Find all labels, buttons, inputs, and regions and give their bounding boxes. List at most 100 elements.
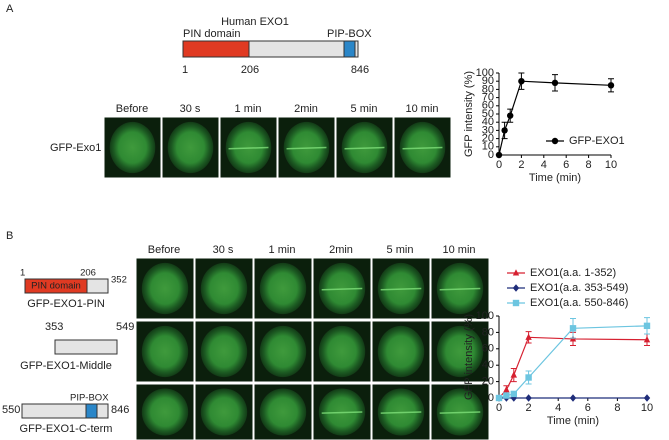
x-tick-label: 2 [518, 159, 524, 171]
y-tick-label: 0 [488, 392, 494, 404]
data-point [525, 394, 532, 402]
nucleus [167, 121, 214, 174]
time-label: 2min [294, 103, 318, 115]
time-label: 1 min [269, 244, 296, 256]
time-label: 10 min [442, 244, 475, 256]
data-point [551, 79, 559, 87]
x-tick-label: 10 [605, 159, 617, 171]
y-tick-label: 60 [482, 343, 494, 355]
domain-label: PIP-BOX [70, 393, 109, 404]
data-point [501, 127, 508, 134]
construct-name: GFP-EXO1-C-term [20, 423, 113, 435]
y-tick-label: 60 [482, 100, 494, 112]
protein-title: Human EXO1 [221, 16, 289, 28]
time-label: 30 s [213, 244, 234, 256]
nucleus [318, 325, 366, 378]
domain-label: PIP-BOX [327, 28, 372, 40]
y-tick-label: 90 [482, 75, 494, 87]
x-tick-label: 8 [586, 159, 592, 171]
x-tick-label: 4 [555, 402, 561, 414]
damage-stripe [321, 411, 363, 414]
y-tick-label: 80 [482, 83, 494, 95]
nucleus [259, 325, 307, 378]
construct-name: GFP-EXO1-Middle [20, 360, 112, 372]
position-label: 206 [80, 268, 96, 279]
pin-domain [24, 278, 88, 294]
y-axis-label: GFP intensity (%) [463, 314, 475, 400]
position-label: 352 [111, 275, 127, 286]
damage-stripe [228, 146, 269, 150]
x-tick-label: 8 [614, 402, 620, 414]
x-tick-label: 4 [541, 159, 547, 171]
y-tick-label: 20 [482, 376, 494, 388]
pip-box [85, 403, 98, 419]
data-point [503, 386, 510, 393]
x-tick-label: 0 [496, 402, 502, 414]
series-line [498, 336, 648, 399]
position-label: 550 [2, 404, 20, 416]
nucleus [109, 121, 156, 174]
damage-stripe [344, 146, 385, 150]
data-point [507, 112, 514, 119]
data-point [643, 394, 651, 402]
data-point [518, 78, 525, 85]
data-point [551, 137, 559, 145]
time-label: Before [148, 244, 180, 256]
x-tick-label: 6 [563, 159, 569, 171]
damage-stripe [321, 287, 363, 291]
y-tick-label: 0 [488, 149, 494, 161]
nucleus [200, 388, 248, 436]
y-tick-label: 40 [482, 359, 494, 371]
x-axis-label: Time (min) [547, 415, 599, 427]
data-point [607, 82, 615, 89]
time-label: 5 min [387, 244, 414, 256]
time-label: 1 min [235, 103, 262, 115]
y-tick-label: 80 [482, 326, 494, 338]
pin-domain [182, 40, 250, 58]
time-label: 10 min [405, 103, 438, 115]
position-label: 353 [45, 321, 63, 333]
legend-label: EXO1(a.a. 1-352) [530, 267, 616, 279]
damage-stripe [439, 287, 481, 291]
position-label: 1 [182, 64, 188, 76]
time-label: Before [116, 103, 148, 115]
y-tick-label: 50 [482, 108, 494, 120]
data-point [525, 374, 532, 381]
position-label: 206 [241, 64, 259, 76]
series-line [498, 80, 612, 156]
x-tick-label: 6 [585, 402, 591, 414]
data-point [512, 269, 520, 276]
time-label: 5 min [351, 103, 378, 115]
x-tick-label: 10 [641, 402, 653, 414]
damage-stripe [286, 146, 327, 150]
data-point [503, 392, 510, 399]
data-point [510, 371, 517, 378]
panel-label: B [6, 230, 13, 242]
y-tick-label: 10 [482, 141, 494, 153]
data-point [495, 394, 503, 402]
nucleus [200, 325, 248, 378]
panel-label: A [6, 3, 14, 15]
data-point [525, 333, 532, 340]
construct-name: GFP-EXO1-PIN [27, 298, 105, 310]
nucleus [141, 388, 189, 436]
nucleus [436, 325, 484, 378]
data-point [643, 322, 651, 330]
time-label: 30 s [180, 103, 201, 115]
damage-stripe [402, 146, 443, 150]
position-label: 846 [351, 64, 369, 76]
time-label: 2min [329, 244, 353, 256]
domain-label: PIN domain [183, 28, 240, 40]
nucleus [259, 262, 307, 315]
domain-label: PIN domain [31, 281, 81, 292]
y-axis-label: GFP intensity (%) [463, 71, 475, 157]
damage-stripe [380, 287, 422, 291]
position-label: 846 [111, 404, 129, 416]
y-tick-label: 70 [482, 92, 494, 104]
pip-box [343, 40, 356, 58]
damage-stripe [380, 411, 422, 414]
data-point [643, 335, 651, 343]
damage-stripe [439, 411, 481, 414]
position-label: 1 [20, 268, 25, 279]
y-tick-label: 30 [482, 124, 494, 136]
